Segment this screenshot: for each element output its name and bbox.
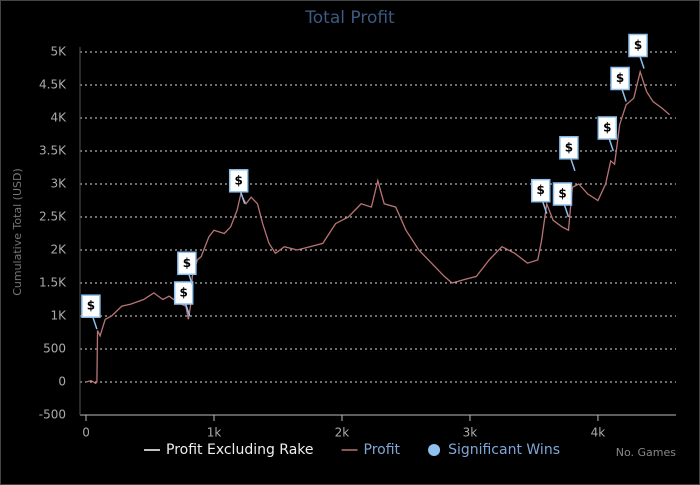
legend-swatch <box>428 444 441 456</box>
flag-label: $ <box>179 286 187 300</box>
flag-label: $ <box>87 299 95 313</box>
significant-win-flag: $ <box>530 178 551 214</box>
flag-label: $ <box>616 71 624 85</box>
flag-label: $ <box>634 38 642 52</box>
x-tick-label: 2k <box>335 426 350 440</box>
x-tick-label: 4k <box>591 426 606 440</box>
legend-label: Profit <box>364 442 401 458</box>
significant-win-flag: $ <box>559 136 579 172</box>
y-tick-label: 3.5K <box>39 144 67 158</box>
flag-box <box>177 251 197 276</box>
flag-box <box>628 33 648 58</box>
flag-pointer <box>608 138 615 152</box>
flag-label: $ <box>603 121 611 135</box>
significant-win-flag: $ <box>177 251 197 287</box>
significant-win-flag: $ <box>597 116 618 152</box>
flag-box <box>597 116 618 140</box>
y-tick-label: 3K <box>50 177 67 191</box>
flag-pointer <box>639 56 645 69</box>
y-tick-label: 2.5K <box>39 210 67 224</box>
flag-box <box>81 294 101 318</box>
y-axis-label: Cumulative Total (USD) <box>11 168 24 296</box>
x-tick-label: 3k <box>463 426 478 440</box>
flag-box <box>610 66 630 91</box>
significant-win-flag: $ <box>610 66 630 102</box>
flag-pointer <box>563 204 570 218</box>
flag-pointer <box>184 303 191 317</box>
flag-box <box>552 182 573 206</box>
y-tick-label: 2K <box>50 243 67 257</box>
flag-label: $ <box>565 140 573 154</box>
flag-box <box>559 136 579 160</box>
y-tick-label: 1.5K <box>39 276 67 290</box>
significant-win-flag: $ <box>228 169 249 205</box>
flag-pointer <box>570 158 576 172</box>
y-tick-label: 1K <box>50 309 67 323</box>
flag-pointer <box>188 274 194 287</box>
y-tick-label: 4.5K <box>39 78 67 92</box>
y-tick-label: 5K <box>50 45 67 59</box>
x-tick-label: 1k <box>207 426 222 440</box>
significant-win-flag: $ <box>81 294 101 330</box>
y-tick-label: -500 <box>39 408 66 422</box>
flag-label: $ <box>235 173 243 187</box>
flag-box <box>530 178 551 203</box>
legend-label: Significant Wins <box>448 442 560 458</box>
y-tick-label: 4K <box>50 111 67 125</box>
significant-win-flag: $ <box>628 33 648 69</box>
profit-line <box>85 69 671 385</box>
chart-title: Total Profit <box>304 8 395 28</box>
flag-label: $ <box>537 183 545 197</box>
flag-pointer <box>621 89 627 102</box>
x-tick-label: 0 <box>82 426 90 440</box>
flag-pointer <box>92 316 98 330</box>
flag-pointer <box>542 201 548 214</box>
flag-box <box>173 281 194 305</box>
flag-pointer <box>239 191 246 205</box>
flag-box <box>228 169 249 193</box>
y-tick-label: 500 <box>43 342 66 356</box>
y-tick-label: 0 <box>58 375 66 389</box>
significant-win-flag: $ <box>552 182 573 218</box>
x-axis-label: No. Games <box>616 446 677 459</box>
legend-label: Profit Excluding Rake <box>166 442 314 458</box>
flag-label: $ <box>558 187 566 201</box>
flag-label: $ <box>183 256 191 270</box>
significant-win-flag: $ <box>173 281 194 317</box>
